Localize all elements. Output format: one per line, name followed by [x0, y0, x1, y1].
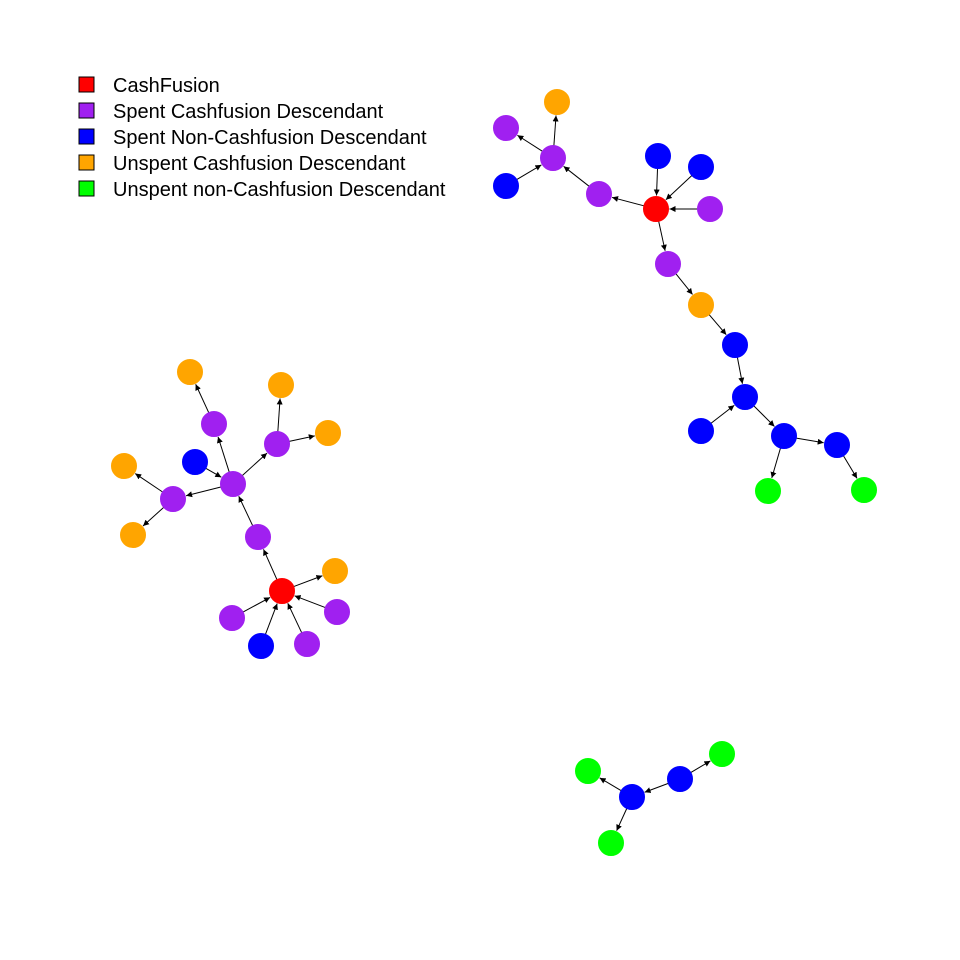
graph-node-unspent-cf [544, 89, 570, 115]
legend-swatch-unspent-cashfusion [78, 154, 95, 171]
graph-node-spent-cf [294, 631, 320, 657]
graph-node-unspent-cf [315, 420, 341, 446]
graph-edge [708, 314, 727, 336]
graph-node-unspent-noncf [709, 741, 735, 767]
graph-node-cashfusion [269, 578, 295, 604]
graph-node-unspent-noncf [851, 477, 877, 503]
graph-edge [653, 168, 660, 196]
graph-edge [287, 602, 303, 633]
graph-edge [294, 595, 326, 609]
graph-node-unspent-cf [268, 372, 294, 398]
graph-node-spent-noncf [824, 432, 850, 458]
legend-item-spent-cashfusion: Spent Cashfusion Descendant [78, 101, 384, 123]
graph-edge [242, 596, 271, 613]
graph-node-spent-cf [586, 181, 612, 207]
legend-label-unspent-non-cashfusion: Unspent non-Cashfusion Descendant [113, 179, 446, 201]
graph-edge [690, 760, 711, 774]
graph-node-spent-cf [540, 145, 566, 171]
graph-edge [770, 447, 781, 479]
graph-edge [599, 777, 622, 792]
graph-node-spent-cf [245, 524, 271, 550]
graph-edge [563, 165, 590, 187]
legend-item-unspent-cashfusion: Unspent Cashfusion Descendant [78, 153, 406, 175]
graph-edge [753, 405, 775, 427]
edges-layer [134, 115, 858, 831]
legend-label-cashfusion: CashFusion [113, 75, 220, 97]
graph-node-spent-cf [493, 115, 519, 141]
legend-swatch-cashfusion [78, 76, 95, 93]
graph-edge [238, 495, 254, 526]
graph-node-spent-noncf [667, 766, 693, 792]
graph-edge [276, 398, 283, 432]
graph-node-spent-cf [220, 471, 246, 497]
legend-label-spent-non-cashfusion: Spent Non-Cashfusion Descendant [113, 127, 427, 149]
graph-node-unspent-cf [322, 558, 348, 584]
graph-edge [289, 434, 315, 442]
legend: CashFusion Spent Cashfusion Descendant S… [78, 75, 446, 201]
graph-edge [264, 603, 278, 635]
graph-node-spent-noncf [688, 154, 714, 180]
legend-swatch-spent-non-cashfusion [78, 128, 95, 145]
legend-swatch-spent-cashfusion [78, 102, 95, 119]
graph-edge [796, 437, 824, 445]
graph-edge [293, 575, 323, 588]
graph-node-unspent-cf [120, 522, 146, 548]
graph-node-cashfusion [643, 196, 669, 222]
graph-edge [205, 467, 222, 478]
graph-edge [710, 404, 735, 424]
graph-node-spent-cf [655, 251, 681, 277]
legend-item-spent-non-cashfusion: Spent Non-Cashfusion Descendant [78, 127, 427, 149]
graph-edge [142, 506, 165, 527]
graph-edge [616, 808, 628, 831]
graph-edge [644, 782, 669, 793]
graph-node-spent-cf [201, 411, 227, 437]
graph-edge [517, 134, 543, 152]
graph-edge [516, 164, 542, 181]
graph-node-unspent-cf [177, 359, 203, 385]
graph-edge [843, 455, 858, 479]
graph-edge [185, 486, 221, 498]
graph-node-unspent-noncf [755, 478, 781, 504]
graph-edge [552, 115, 559, 146]
legend-label-spent-cashfusion: Spent Cashfusion Descendant [113, 101, 384, 123]
graph-node-spent-noncf [771, 423, 797, 449]
graph-edge [611, 196, 645, 207]
graph-edge [665, 175, 693, 201]
graph-edge [134, 473, 163, 493]
graph-node-unspent-noncf [575, 758, 601, 784]
graph-edge [263, 549, 278, 580]
graph-node-spent-cf [264, 431, 290, 457]
graph-node-spent-noncf [248, 633, 274, 659]
graph-edge [736, 357, 745, 384]
graph-edge [195, 384, 210, 413]
graph-node-unspent-cf [111, 453, 137, 479]
graph-edge [241, 452, 268, 476]
graph-node-spent-cf [697, 196, 723, 222]
graph-edge [675, 273, 693, 295]
graph-node-spent-noncf [619, 784, 645, 810]
graph-node-spent-noncf [688, 418, 714, 444]
legend-item-unspent-non-cashfusion: Unspent non-Cashfusion Descendant [78, 179, 446, 201]
legend-label-unspent-cashfusion: Unspent Cashfusion Descendant [113, 153, 406, 175]
graph-node-spent-noncf [722, 332, 748, 358]
graph-node-spent-noncf [493, 173, 519, 199]
graph-edge [217, 436, 230, 473]
graph-node-unspent-cf [688, 292, 714, 318]
graph-node-spent-noncf [645, 143, 671, 169]
legend-swatch-unspent-non-cashfusion [78, 180, 95, 197]
graph-node-spent-noncf [732, 384, 758, 410]
graph-node-unspent-noncf [598, 830, 624, 856]
graph-node-spent-cf [219, 605, 245, 631]
graph-node-spent-noncf [182, 449, 208, 475]
graph-node-spent-cf [324, 599, 350, 625]
nodes-layer [111, 89, 877, 856]
legend-item-cashfusion: CashFusion [78, 75, 220, 97]
graph-node-spent-cf [160, 486, 186, 512]
graph-edge [658, 221, 667, 251]
